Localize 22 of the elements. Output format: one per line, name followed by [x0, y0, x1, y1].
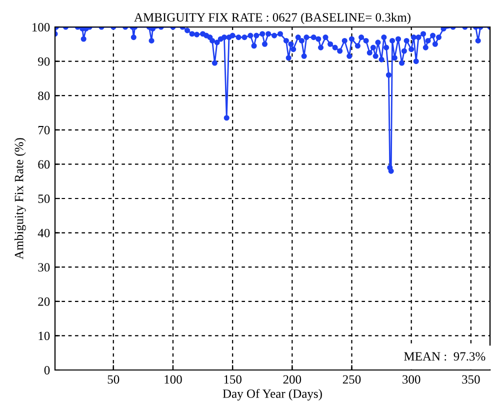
chart-title: AMBIGUITY FIX RATE : 0627 (BASELINE= 0.3km)	[134, 12, 410, 24]
x-tick-label: 350	[462, 375, 480, 384]
x-tick-label: 50	[108, 375, 120, 384]
x-tick-label: 200	[283, 375, 302, 384]
y-tick-label: 10	[38, 332, 50, 340]
y-tick-label: 30	[38, 263, 50, 272]
y-axis-title: Ambiguity Fix Rate (%)	[14, 138, 26, 260]
x-tick-label: 300	[402, 375, 420, 384]
y-tick-label: 80	[38, 92, 50, 100]
y-tick-label: 50	[38, 194, 50, 203]
y-tick-label: 70	[38, 126, 50, 134]
y-tick-label: 100	[32, 23, 50, 32]
y-tick-label: 0	[44, 366, 50, 374]
y-tick-label: 90	[38, 57, 50, 66]
y-tick-label: 60	[38, 160, 50, 169]
x-axis-title: Day Of Year (Days)	[222, 388, 322, 400]
x-tick-label: 250	[342, 375, 361, 384]
x-tick-label: 150	[224, 375, 242, 384]
y-tick-label: 20	[38, 297, 50, 306]
annotation: MEAN : 97.3%	[404, 352, 486, 361]
y-tick-label: 40	[38, 228, 50, 238]
x-tick-label: 100	[164, 375, 182, 384]
